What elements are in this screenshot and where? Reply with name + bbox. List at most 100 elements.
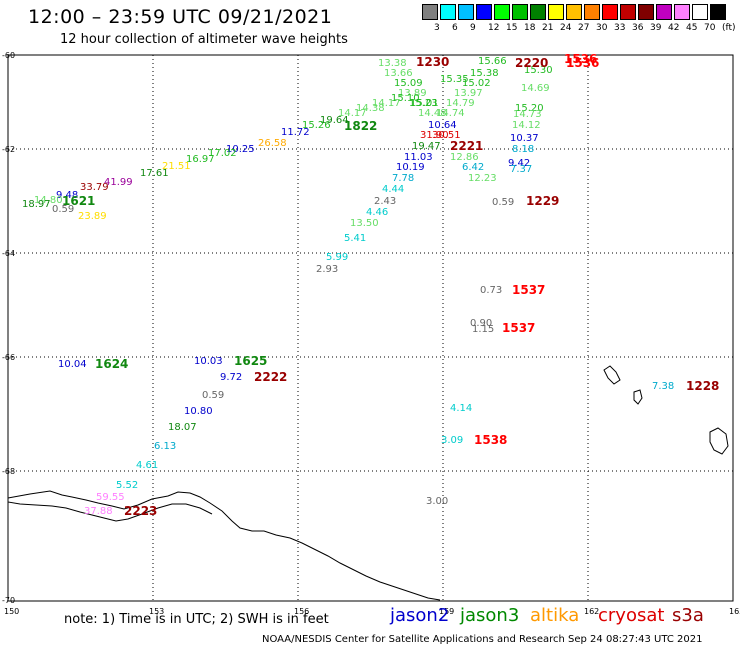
x-tick-label: 150	[4, 607, 19, 616]
wave-height-value: 11.72	[281, 127, 310, 138]
legend-swatch	[422, 4, 438, 20]
wave-height-value: 13.38	[378, 58, 407, 69]
wave-height-value: 19.64	[320, 115, 349, 126]
wave-height-value: 12.23	[468, 173, 497, 184]
pass-time-label: 1536	[564, 52, 597, 66]
y-tick-label: -66	[2, 353, 15, 362]
y-tick-label: -60	[2, 51, 15, 60]
wave-height-value: 13.89	[398, 88, 427, 99]
wave-height-value: 14.79	[446, 98, 475, 109]
legend-swatch	[638, 4, 654, 20]
wave-height-value: 14.69	[521, 83, 550, 94]
wave-height-value: 14.17	[338, 108, 367, 119]
legend-label: 24	[560, 23, 572, 33]
legend-label: 18	[524, 23, 536, 33]
wave-height-value: 15.38	[470, 68, 499, 79]
wave-height-value: 14.48	[418, 108, 447, 119]
wave-height-value: 8.18	[512, 144, 534, 155]
legend-swatch	[692, 4, 708, 20]
observations: 13.3813.6615.0913.8915.1014.1714.3814.17…	[22, 56, 674, 517]
legend-swatch	[620, 4, 636, 20]
wave-height-value: 15.01	[410, 98, 439, 109]
wave-height-value: 9.42	[508, 158, 530, 169]
y-tick-label: -62	[2, 145, 15, 154]
pass-time-label: 2221	[450, 139, 483, 153]
wave-height-value: 2.43	[374, 196, 396, 207]
wave-height-value: 0.73	[480, 285, 502, 296]
wave-height-value: 30.51	[432, 130, 461, 141]
wave-height-value: 19.47	[412, 141, 441, 152]
legend-swatch	[530, 4, 546, 20]
pass-time-label: 1822	[344, 119, 377, 133]
wave-height-value: 2.93	[316, 264, 338, 275]
wave-height-value: 6.42	[462, 162, 484, 173]
pass-time-label: 2223	[124, 504, 157, 518]
wave-height-value: 3.09	[441, 435, 463, 446]
wave-height-value: 10.80	[184, 406, 213, 417]
wave-height-value: 6.13	[154, 441, 176, 452]
wave-height-value: 13.66	[384, 68, 413, 79]
legend-swatch	[548, 4, 564, 20]
wave-height-value: 7.37	[510, 164, 532, 175]
footer-credit: NOAA/NESDIS Center for Satellite Applica…	[262, 634, 703, 645]
legend-swatch	[710, 4, 726, 20]
legend-swatch	[440, 4, 456, 20]
wave-height-value: 14.73	[513, 109, 542, 120]
legend-swatch	[512, 4, 528, 20]
map-frame	[7, 54, 734, 602]
pass-time-label: 2220	[515, 56, 548, 70]
chart-title: 12:00 – 23:59 UTC 09/21/2021	[28, 6, 333, 28]
wave-height-value: 0.90	[470, 318, 492, 329]
legend-label: 3	[434, 23, 440, 33]
wave-height-value: 10.37	[510, 133, 539, 144]
wave-height-value: 5.52	[116, 480, 138, 491]
wave-height-value: 21.51	[162, 161, 191, 172]
pass-time-label: 1538	[474, 433, 507, 447]
legend-label: 9	[470, 23, 476, 33]
wave-height-value: 9.72	[220, 372, 242, 383]
wave-height-value: 33.79	[80, 182, 109, 193]
wave-height-value: 18.07	[168, 422, 197, 433]
y-tick-label: -64	[2, 249, 15, 258]
wave-height-value: 59.55	[96, 492, 125, 503]
island-1	[603, 365, 621, 385]
wave-height-value: 13.50	[350, 218, 379, 229]
wave-height-value: 4.44	[382, 184, 404, 195]
wave-height-value: 5.99	[326, 252, 348, 263]
wave-height-value: 5.41	[344, 233, 366, 244]
legend-label: 12	[488, 23, 500, 33]
pass-time-label: 1536	[566, 56, 599, 70]
legend-label: 30	[596, 23, 608, 33]
pass-time-label: 1621	[62, 194, 95, 208]
wave-height-value: 14.80	[34, 195, 63, 206]
wave-height-value: 0.59	[202, 390, 224, 401]
pass-time-label: 1229	[526, 194, 559, 208]
chart-subtitle: 12 hour collection of altimeter wave hei…	[60, 32, 348, 47]
pass-time-label: 1625	[234, 354, 267, 368]
legend-label: 15	[506, 23, 518, 33]
wave-height-value: 17.02	[208, 148, 237, 159]
wave-height-value: 41.99	[104, 177, 133, 188]
wave-height-value: 31.90	[420, 130, 449, 141]
legend-label: 36	[632, 23, 644, 33]
wave-height-value: 4.46	[366, 207, 388, 218]
wave-height-value: 10.04	[58, 359, 87, 370]
wave-height-value: 10.25	[226, 144, 255, 155]
legend-swatch	[674, 4, 690, 20]
pass-time-label: 1537	[502, 321, 535, 335]
x-tick-label: 162	[584, 607, 599, 616]
x-tick-label: 165	[729, 607, 740, 616]
wave-height-value: 15.20	[515, 103, 544, 114]
legend-swatch	[566, 4, 582, 20]
pass-time-label: 1537	[512, 283, 545, 297]
legend-swatch	[494, 4, 510, 20]
legend-label: 70	[704, 23, 716, 33]
legend-label: 21	[542, 23, 554, 33]
legend-unit: (ft)	[722, 23, 736, 33]
legend-label: 39	[650, 23, 662, 33]
x-tick-label: 153	[149, 607, 164, 616]
wave-height-value: 12.86	[450, 152, 479, 163]
y-tick-label: -70	[2, 596, 15, 605]
y-tick-label: -68	[2, 467, 15, 476]
